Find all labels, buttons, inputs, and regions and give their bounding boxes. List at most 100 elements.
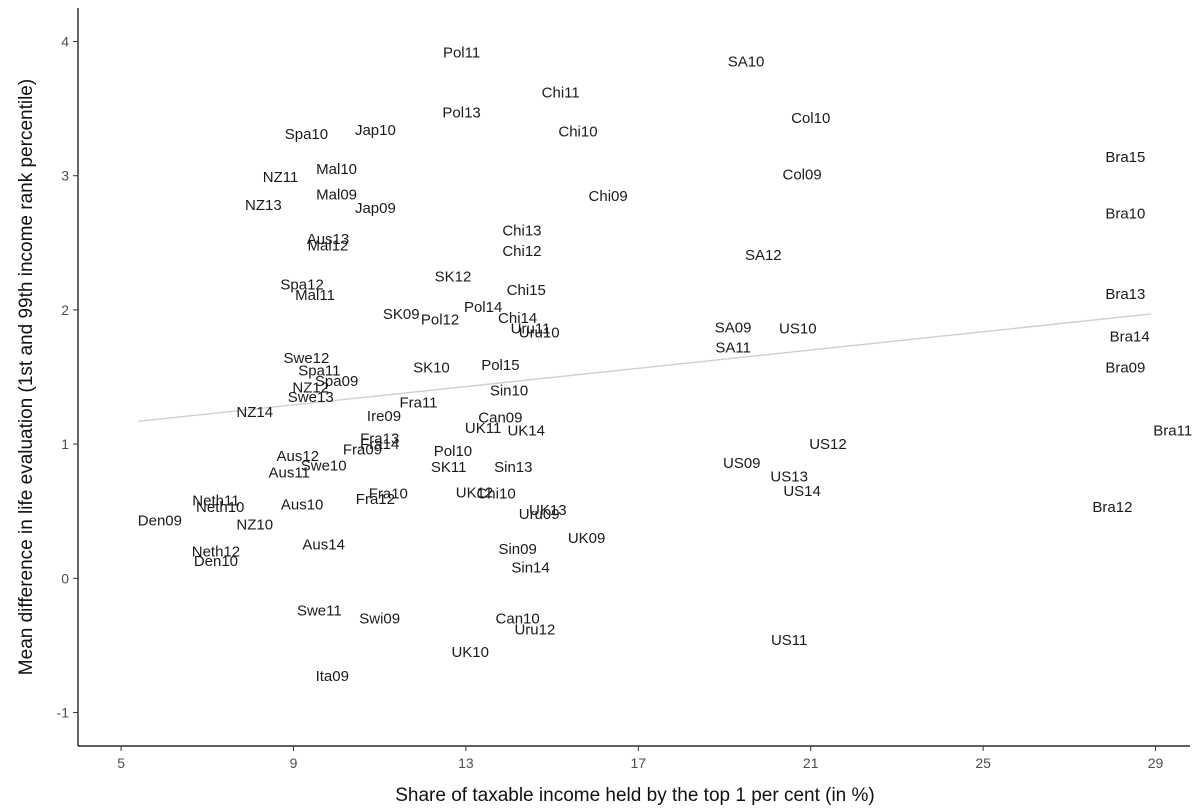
point-label: Pol14: [464, 299, 502, 316]
x-tick-label: 13: [458, 755, 474, 771]
point-label: Can09: [478, 409, 522, 426]
point-label: Pol10: [434, 443, 472, 460]
point-label: UK10: [451, 644, 489, 661]
point-label: Bra11: [1153, 423, 1192, 440]
point-label: Chi15: [507, 282, 546, 299]
point-label: Den10: [194, 553, 238, 570]
y-axis-title: Mean difference in life evaluation (1st …: [16, 79, 37, 675]
point-label: Mal12: [308, 238, 349, 255]
point-label: Bra15: [1105, 149, 1145, 166]
point-label: Chi13: [502, 223, 541, 240]
point-label: US13: [770, 468, 808, 485]
point-label: SK09: [383, 306, 420, 323]
point-label: US14: [783, 483, 821, 500]
point-label: Pol13: [442, 105, 480, 122]
point-label: Chi11: [542, 85, 580, 102]
point-label: SA09: [715, 319, 752, 336]
points-layer: Pol11 SA10 Chi11 Pol13 Col10 Jap10 Chi10 Spa10 B…: [138, 44, 1192, 685]
trend-line: [138, 313, 1152, 422]
point-label: Jap10: [355, 122, 396, 139]
point-label: Chi09: [589, 188, 628, 205]
axes-layer: 5 9 13 17 21 25 29 -1 0 1 2 3 4: [57, 8, 1190, 771]
point-label: Bra10: [1105, 205, 1145, 222]
point-label: NZ13: [245, 197, 282, 214]
point-label: NZ12: [292, 380, 329, 397]
point-label: SA10: [728, 54, 765, 71]
point-label: Chi12: [502, 243, 541, 260]
point-label: NZ14: [236, 404, 273, 421]
y-tick-label: 3: [61, 168, 69, 184]
point-label: SK12: [435, 268, 472, 285]
point-label: Fra09: [343, 441, 382, 458]
point-label: Sin13: [494, 459, 532, 476]
point-label: Pol15: [481, 357, 519, 374]
point-label: Uru09: [519, 506, 560, 523]
x-tick-label: 9: [290, 755, 298, 771]
point-label: US09: [723, 455, 761, 472]
point-label: UK11: [465, 420, 501, 437]
point-label: Aus10: [281, 496, 324, 513]
trend-layer: [138, 313, 1152, 422]
point-label: SK11: [431, 459, 467, 476]
point-label: SK10: [413, 360, 450, 377]
point-label: Spa09: [315, 373, 358, 390]
point-label: Fra11: [399, 394, 437, 411]
point-label: Swi09: [359, 611, 400, 628]
point-label: Fra13: [360, 431, 399, 448]
point-label: Swe12: [283, 350, 329, 367]
point-label: Bra13: [1105, 286, 1145, 303]
point-label: Pol12: [421, 311, 459, 328]
y-tick-label: 0: [61, 570, 69, 586]
y-tick-label: 1: [61, 436, 69, 452]
point-label: Aus11: [268, 464, 309, 481]
point-label: Ita09: [316, 668, 349, 685]
point-label: Fra10: [369, 486, 408, 503]
point-label: Aus14: [302, 537, 345, 554]
point-label: Fra14: [360, 436, 399, 453]
point-label: Chi14: [498, 310, 537, 327]
x-tick-label: 25: [975, 755, 991, 771]
y-tick-label: -1: [57, 704, 70, 720]
x-tick-label: 5: [117, 755, 125, 771]
point-label: Swe10: [301, 458, 347, 475]
point-label: Ire09: [367, 408, 401, 425]
point-label: Bra12: [1092, 499, 1132, 516]
point-label: Can10: [496, 611, 540, 628]
point-label: Swe11: [297, 602, 342, 619]
point-label: Spa12: [280, 276, 323, 293]
point-label: Sin10: [490, 382, 528, 399]
point-label: Neth12: [192, 543, 240, 560]
point-label: Uru12: [514, 621, 555, 638]
point-label: Chi10: [558, 123, 597, 140]
point-label: UK12: [456, 484, 494, 501]
point-label: Chi10: [476, 486, 515, 503]
point-label: Sin14: [511, 560, 549, 577]
point-label: Sin09: [498, 541, 536, 558]
point-label: Col10: [791, 110, 830, 127]
point-label: UK09: [568, 530, 606, 547]
point-label: SA12: [745, 247, 782, 264]
point-label: Jap09: [355, 200, 396, 217]
y-tick-label: 2: [61, 302, 69, 318]
point-label: Den09: [138, 513, 182, 530]
point-label: Swe13: [288, 389, 334, 406]
point-label: US10: [779, 321, 817, 338]
point-label: SA11: [715, 339, 751, 356]
point-label: US11: [771, 632, 807, 649]
x-tick-label: 29: [1148, 755, 1164, 771]
point-label: Aus13: [307, 231, 350, 248]
point-label: Mal10: [316, 161, 357, 178]
point-label: UK13: [529, 502, 567, 519]
point-label: Bra09: [1105, 360, 1145, 377]
point-label: Neth11: [192, 492, 239, 509]
point-label: Mal11: [295, 287, 335, 304]
point-label: Bra14: [1110, 329, 1150, 346]
x-axis-title: Share of taxable income held by the top …: [395, 785, 875, 806]
point-label: Uru11: [511, 321, 551, 338]
x-tick-label: 17: [631, 755, 647, 771]
point-label: Aus12: [277, 448, 320, 465]
point-label: Uru10: [519, 325, 560, 342]
point-label: Mal09: [316, 187, 357, 204]
